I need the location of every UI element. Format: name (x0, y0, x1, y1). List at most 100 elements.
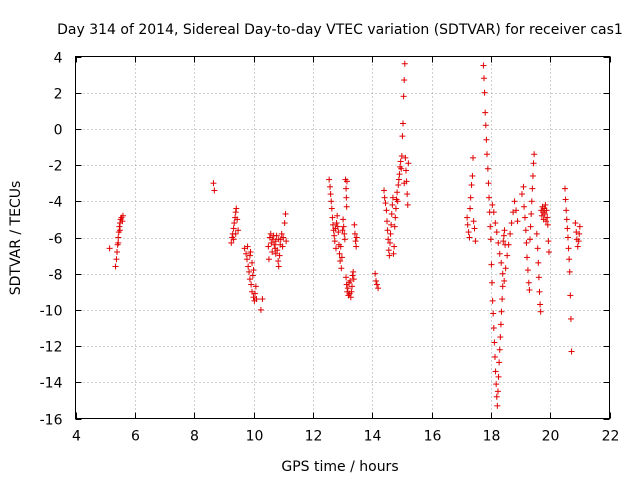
data-point (535, 259, 542, 266)
data-point (373, 277, 380, 284)
data-point (251, 290, 258, 297)
data-point (347, 277, 354, 284)
data-point (333, 220, 340, 227)
data-point (246, 252, 253, 259)
data-point (119, 218, 126, 225)
data-point (234, 216, 241, 223)
data-point (471, 225, 478, 232)
data-point (381, 194, 388, 201)
grid-lines (75, 56, 610, 419)
data-point (388, 221, 395, 228)
data-point (328, 205, 335, 212)
data-point (326, 176, 333, 183)
data-point (498, 259, 505, 266)
y-tick-label: -4 (49, 195, 63, 211)
axis-ticks (75, 56, 611, 420)
data-point (245, 263, 252, 270)
data-point (505, 241, 512, 248)
data-point (348, 288, 355, 295)
data-point (467, 194, 474, 201)
data-point (248, 281, 255, 288)
data-point (521, 203, 528, 210)
data-point (340, 216, 347, 223)
data-point (493, 393, 500, 400)
data-point (536, 288, 543, 295)
data-point (247, 248, 254, 255)
data-point (395, 182, 402, 189)
x-tick-label: 10 (246, 429, 264, 445)
data-point (115, 234, 122, 241)
data-point (565, 245, 572, 252)
data-point (483, 136, 490, 143)
data-point (352, 238, 359, 245)
y-tick-label: -6 (49, 232, 63, 248)
data-point (566, 256, 573, 263)
y-tick-label: -2 (49, 159, 63, 175)
data-point (279, 243, 286, 250)
data-point (389, 194, 396, 201)
data-point (336, 250, 343, 257)
data-point (388, 210, 395, 217)
x-tick-label: 14 (364, 429, 382, 445)
data-point (494, 402, 501, 409)
data-point (269, 248, 276, 255)
x-tick-label: 18 (483, 429, 501, 445)
data-point (329, 214, 336, 221)
data-point (563, 216, 570, 223)
data-point (537, 301, 544, 308)
data-point (464, 221, 471, 228)
data-point (385, 247, 392, 254)
data-point (372, 270, 379, 277)
chart-title: Day 314 of 2014, Sidereal Day-to-day VTE… (57, 22, 623, 38)
data-point (485, 180, 492, 187)
data-point (106, 245, 113, 252)
data-point (381, 187, 388, 194)
data-point (390, 250, 397, 257)
y-tick-label: 4 (54, 51, 63, 67)
x-axis-label: GPS time / hours (281, 459, 398, 475)
y-tick-label: -10 (40, 304, 63, 320)
data-point (504, 252, 511, 259)
data-point (350, 276, 357, 283)
data-point (230, 236, 237, 243)
x-tick-label: 16 (424, 429, 442, 445)
data-point (402, 154, 409, 161)
data-point (500, 232, 507, 239)
data-point (210, 180, 217, 187)
data-point (501, 227, 508, 234)
data-point (114, 248, 121, 255)
data-point (386, 239, 393, 246)
y-axis-label: SDTVAR / TECUs (8, 181, 24, 296)
data-point (542, 201, 549, 208)
data-point (576, 223, 583, 230)
data-point (494, 388, 501, 395)
data-point (401, 180, 408, 187)
data-point (275, 258, 282, 265)
data-point (489, 279, 496, 286)
data-point (465, 229, 472, 236)
data-point (401, 77, 408, 84)
data-point (484, 165, 491, 172)
data-point (502, 265, 509, 272)
data-point (275, 263, 282, 270)
data-point (330, 221, 337, 228)
data-point (249, 259, 256, 266)
data-point (265, 243, 272, 250)
data-point (273, 232, 280, 239)
data-point (545, 248, 552, 255)
data-point (534, 245, 541, 252)
data-point (272, 250, 279, 257)
data-point (500, 238, 507, 245)
data-point (562, 185, 568, 192)
data-point (249, 272, 256, 279)
data-point (486, 194, 493, 201)
data-point (231, 220, 238, 227)
data-point (544, 214, 551, 221)
data-point (343, 274, 350, 281)
data-point (495, 373, 502, 380)
data-point (334, 212, 341, 219)
data-point (375, 285, 382, 292)
data-point (490, 325, 497, 331)
data-point (392, 205, 399, 212)
